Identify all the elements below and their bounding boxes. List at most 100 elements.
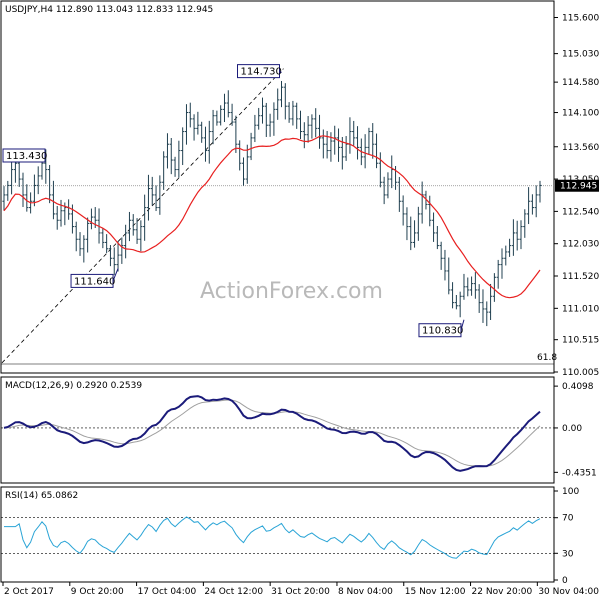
ohlc-bar [10, 161, 14, 195]
price-layer: 114.730 113.430 111.640 110.830 [1, 64, 554, 365]
price-tick-label: 112.030 [562, 240, 599, 250]
ohlc-bar [317, 114, 322, 149]
ohlc-bar [48, 165, 52, 204]
ohlc-bar [306, 116, 310, 143]
ohlc-bar [51, 180, 56, 220]
ohlc-bar [409, 216, 413, 251]
ohlc-bar [143, 194, 147, 241]
ohlc-bar [333, 125, 337, 155]
ohlc-bar [363, 134, 367, 169]
ohlc-bar [207, 120, 211, 164]
ohlc-bar [325, 130, 329, 159]
ohlc-bar [222, 93, 227, 123]
ohlc-bar [279, 80, 284, 108]
ohlc-bar [158, 175, 162, 215]
time-tick-label: 15 Nov 12:00 [405, 587, 466, 597]
rsi-line [4, 516, 541, 559]
ohlc-bar [82, 235, 86, 263]
ohlc-bar [13, 159, 18, 183]
ohlc-bar [2, 186, 6, 211]
price-tick-label: 110.515 [562, 336, 599, 346]
ohlc-bar [181, 127, 185, 166]
time-tick-label: 2 Oct 2017 [4, 587, 54, 597]
ohlc-bar [86, 217, 90, 253]
rsi-header: RSI(14) 65.0862 [5, 491, 78, 501]
ohlc-bar [264, 102, 268, 138]
last-price-label: 112.945 [560, 182, 597, 192]
ohlc-bar [283, 83, 287, 120]
ohlc-bar [276, 88, 280, 120]
ohlc-bar [348, 117, 352, 154]
price-tick-label: 114.580 [562, 78, 599, 88]
macd-tick-label: -0.4351 [562, 468, 597, 478]
price-tick-label: 114.100 [562, 109, 599, 119]
ohlc-bar [139, 220, 143, 252]
ohlc-bar [25, 184, 29, 212]
ohlc-bar [424, 190, 428, 210]
ohlc-bar [507, 238, 512, 257]
annotation-connector [460, 319, 465, 331]
ohlc-bar [469, 276, 474, 296]
ohlc-bar [386, 172, 390, 199]
ohlc-bar [215, 110, 219, 126]
rsi-layer: 100 70 30 0 [1, 487, 579, 586]
ohlc-bar [116, 241, 120, 272]
ohlc-bar [447, 257, 451, 295]
price-axis: 115.600115.030114.580114.100113.560113.0… [554, 14, 599, 378]
ohlc-bar [454, 295, 458, 310]
ohlc-bar [245, 144, 249, 184]
price-annotation: 114.730 [237, 64, 282, 79]
ohlc-bar [302, 122, 306, 149]
time-tick-label: 17 Oct 04:00 [138, 587, 197, 597]
ohlc-bar [162, 151, 166, 190]
ohlc-bar [203, 126, 208, 162]
macd-layer: 0.4098 0.00 -0.4351 [1, 382, 597, 478]
time-tick-label: 24 Oct 12:00 [204, 587, 263, 597]
ohlc-bar [291, 100, 295, 126]
ohlc-bar [112, 247, 116, 276]
ohlc-bar [374, 133, 379, 169]
price-tick-label: 111.010 [562, 304, 599, 314]
ohlc-bar [462, 273, 466, 300]
price-panel-frame [0, 0, 555, 374]
ohlc-bar [473, 272, 477, 299]
ohlc-bar [32, 174, 37, 207]
ohlc-bar [314, 108, 318, 138]
ohlc-bar [336, 128, 341, 162]
price-annotation: 113.430 [2, 148, 47, 163]
ohlc-bar [481, 289, 485, 323]
ohlc-bar [416, 206, 420, 241]
ohlc-bar [515, 220, 519, 251]
ohlc-bar [188, 102, 192, 128]
ohlc-bar [450, 282, 455, 309]
ohlc-bar [36, 166, 40, 195]
ohlc-bar [135, 218, 139, 244]
annotation-connector [279, 70, 282, 74]
ohlc-bar [458, 291, 462, 318]
ohlc-bar [390, 155, 394, 189]
ohlc-bar [230, 103, 234, 126]
ohlc-bar [519, 220, 523, 250]
last-price-tag [555, 179, 599, 192]
ohlc-bar [538, 180, 542, 203]
ohlc-bar [492, 273, 496, 302]
rsi-tick-label: 30 [562, 549, 574, 559]
ohlc-bar [401, 195, 405, 226]
ohlc-bar [173, 156, 177, 177]
fib-level-label: 61.8 [537, 353, 557, 363]
macd-panel-frame [0, 376, 555, 484]
ohlc-bar [485, 301, 489, 327]
ohlc-bar [165, 133, 170, 169]
ohlc-bar [504, 245, 508, 266]
ohlc-bar [127, 211, 132, 242]
ohlc-bar [211, 109, 215, 145]
ohlc-bar [523, 209, 527, 238]
ohlc-bar [59, 199, 63, 227]
macd-line [3, 395, 541, 472]
ohlc-bar [435, 225, 439, 250]
ohlc-bar [249, 132, 253, 161]
ohlc-bar [241, 157, 246, 186]
macd-tick-label: 0.00 [562, 424, 582, 434]
time-tick-label: 9 Oct 20:00 [71, 587, 124, 597]
